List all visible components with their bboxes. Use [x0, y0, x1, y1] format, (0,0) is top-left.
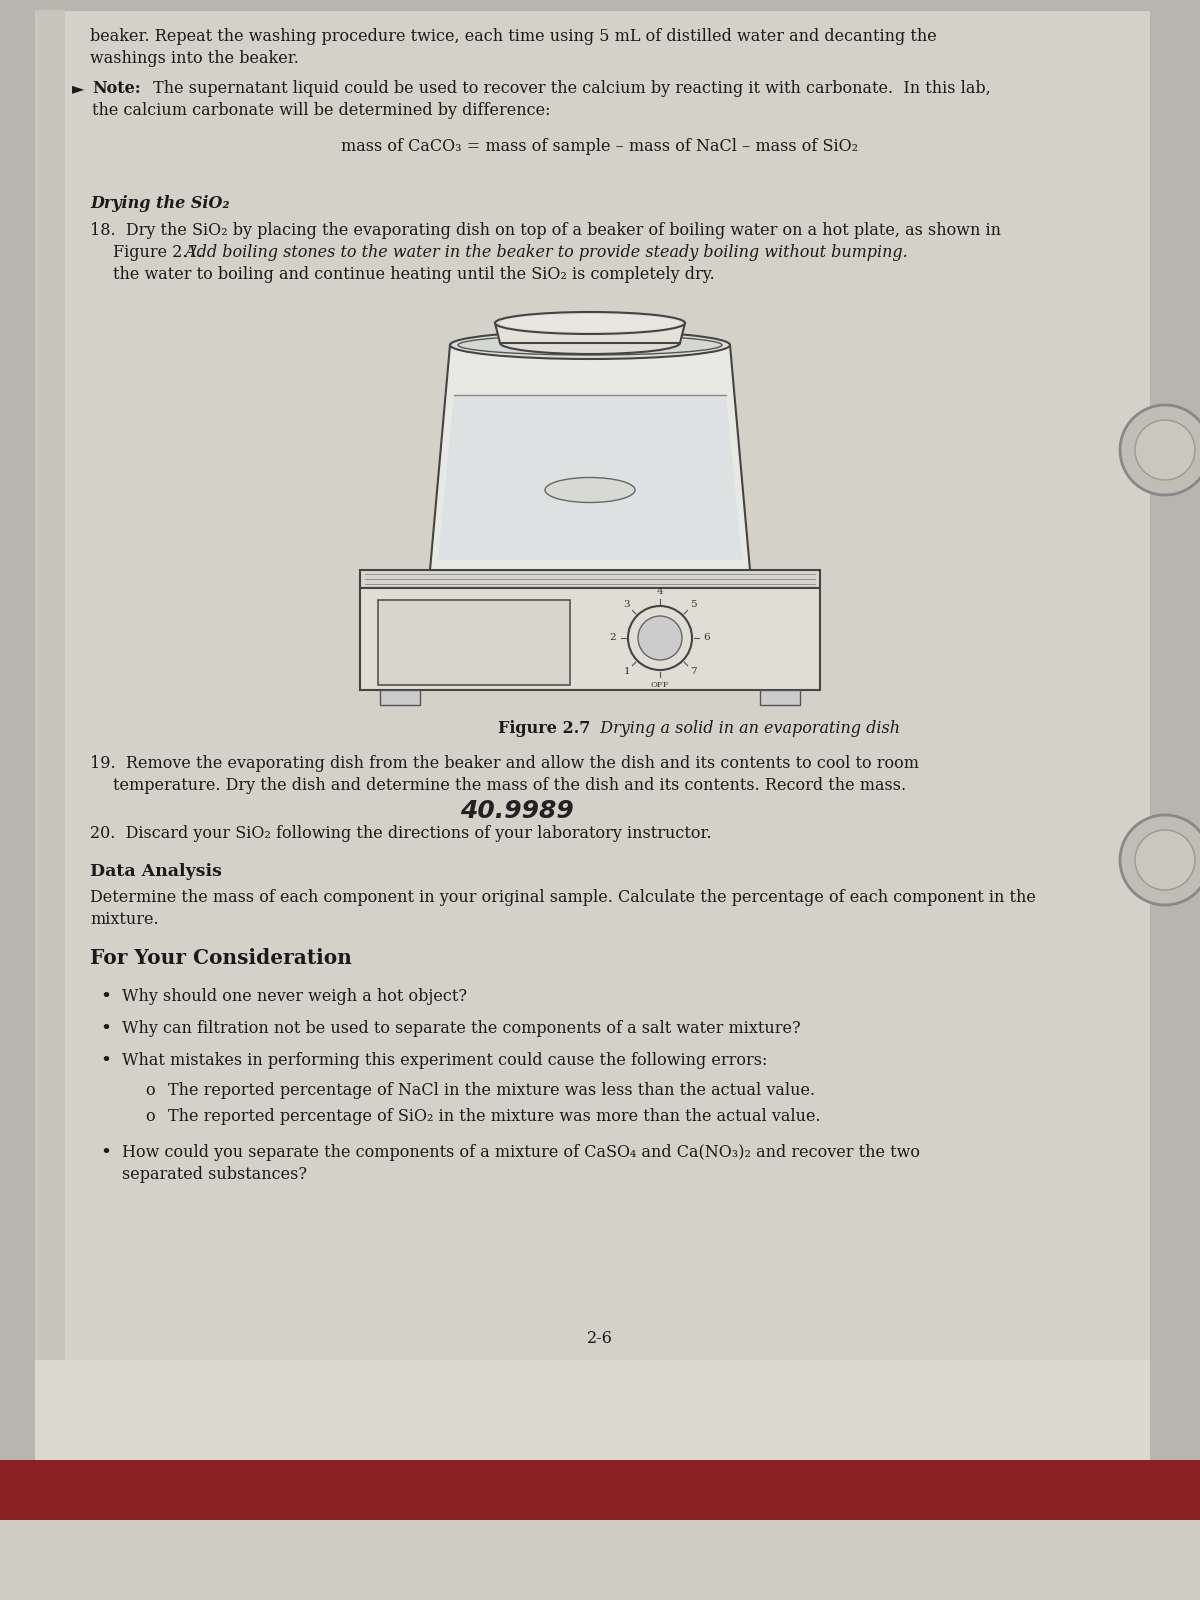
Text: OFF: OFF: [650, 682, 670, 690]
Text: 7: 7: [690, 667, 696, 675]
Text: For Your Consideration: For Your Consideration: [90, 947, 352, 968]
Text: Figure 2.7.: Figure 2.7.: [113, 243, 203, 261]
Text: Add boiling stones to the water in the beaker to provide steady boiling without : Add boiling stones to the water in the b…: [180, 243, 907, 261]
Ellipse shape: [545, 477, 635, 502]
Bar: [0, 1520, 1200, 1600]
Text: The supernatant liquid could be used to recover the calcium by reacting it with : The supernatant liquid could be used to …: [148, 80, 991, 98]
Text: The reported percentage of SiO₂ in the mixture was more than the actual value.: The reported percentage of SiO₂ in the m…: [168, 1107, 821, 1125]
Bar: [35, 10, 1150, 1360]
Text: Determine the mass of each component in your original sample. Calculate the perc: Determine the mass of each component in …: [90, 890, 1036, 906]
Text: ►: ►: [72, 80, 84, 98]
Ellipse shape: [458, 334, 722, 355]
Text: Figure 2.7: Figure 2.7: [498, 720, 590, 738]
Bar: [360, 587, 820, 690]
Ellipse shape: [496, 312, 685, 334]
Bar: [380, 690, 420, 706]
Circle shape: [1135, 419, 1195, 480]
Bar: [35, 10, 65, 1360]
Bar: [760, 690, 800, 706]
Text: 18.  Dry the SiO₂ by placing the evaporating dish on top of a beaker of boiling : 18. Dry the SiO₂ by placing the evaporat…: [90, 222, 1001, 238]
Bar: [378, 600, 570, 685]
Text: mixture.: mixture.: [90, 910, 158, 928]
Text: 6: 6: [703, 634, 710, 643]
Polygon shape: [496, 323, 685, 342]
Text: How could you separate the components of a mixture of CaSO₄ and Ca(NO₃)₂ and rec: How could you separate the components of…: [122, 1144, 920, 1162]
Text: 40.9989: 40.9989: [460, 798, 574, 822]
Ellipse shape: [500, 333, 680, 354]
Text: Why can filtration not be used to separate the components of a salt water mixtur: Why can filtration not be used to separa…: [122, 1021, 800, 1037]
Text: •: •: [100, 1021, 112, 1038]
Ellipse shape: [500, 314, 680, 333]
Text: 5: 5: [690, 600, 696, 610]
Text: mass of CaCO₃ = mass of sample – mass of NaCl – mass of SiO₂: mass of CaCO₃ = mass of sample – mass of…: [342, 138, 858, 155]
Text: •: •: [100, 1144, 112, 1162]
Text: Note:: Note:: [92, 80, 140, 98]
Text: the water to boiling and continue heating until the SiO₂ is completely dry.: the water to boiling and continue heatin…: [113, 266, 715, 283]
Text: •: •: [100, 987, 112, 1006]
Circle shape: [1120, 405, 1200, 494]
Polygon shape: [430, 346, 750, 570]
Text: washings into the beaker.: washings into the beaker.: [90, 50, 299, 67]
Text: o: o: [145, 1082, 155, 1099]
Text: Drying a solid in an evaporating dish: Drying a solid in an evaporating dish: [590, 720, 900, 738]
Text: 3: 3: [624, 600, 630, 610]
Text: the calcium carbonate will be determined by difference:: the calcium carbonate will be determined…: [92, 102, 551, 118]
Circle shape: [1135, 830, 1195, 890]
Circle shape: [1120, 814, 1200, 906]
Text: Drying the SiO₂: Drying the SiO₂: [90, 195, 229, 211]
Text: The reported percentage of NaCl in the mixture was less than the actual value.: The reported percentage of NaCl in the m…: [168, 1082, 815, 1099]
Text: 1: 1: [624, 667, 630, 675]
Text: o: o: [145, 1107, 155, 1125]
Text: 4: 4: [656, 587, 664, 595]
Text: What mistakes in performing this experiment could cause the following errors:: What mistakes in performing this experim…: [122, 1053, 767, 1069]
Circle shape: [628, 606, 692, 670]
Ellipse shape: [450, 331, 730, 358]
Text: 19.  Remove the evaporating dish from the beaker and allow the dish and its cont: 19. Remove the evaporating dish from the…: [90, 755, 919, 773]
Text: beaker. Repeat the washing procedure twice, each time using 5 mL of distilled wa: beaker. Repeat the washing procedure twi…: [90, 27, 937, 45]
Text: temperature. Dry the dish and determine the mass of the dish and its contents. R: temperature. Dry the dish and determine …: [113, 778, 906, 794]
Text: 2: 2: [610, 634, 617, 643]
Bar: [35, 1360, 1150, 1459]
Polygon shape: [438, 395, 742, 560]
Text: 20.  Discard your SiO₂ following the directions of your laboratory instructor.: 20. Discard your SiO₂ following the dire…: [90, 826, 712, 842]
Bar: [0, 1459, 1200, 1520]
Bar: [360, 570, 820, 587]
Text: Why should one never weigh a hot object?: Why should one never weigh a hot object?: [122, 987, 467, 1005]
Text: Data Analysis: Data Analysis: [90, 862, 222, 880]
Circle shape: [638, 616, 682, 659]
Text: 2-6: 2-6: [587, 1330, 613, 1347]
Text: •: •: [100, 1053, 112, 1070]
Text: separated substances?: separated substances?: [122, 1166, 307, 1182]
